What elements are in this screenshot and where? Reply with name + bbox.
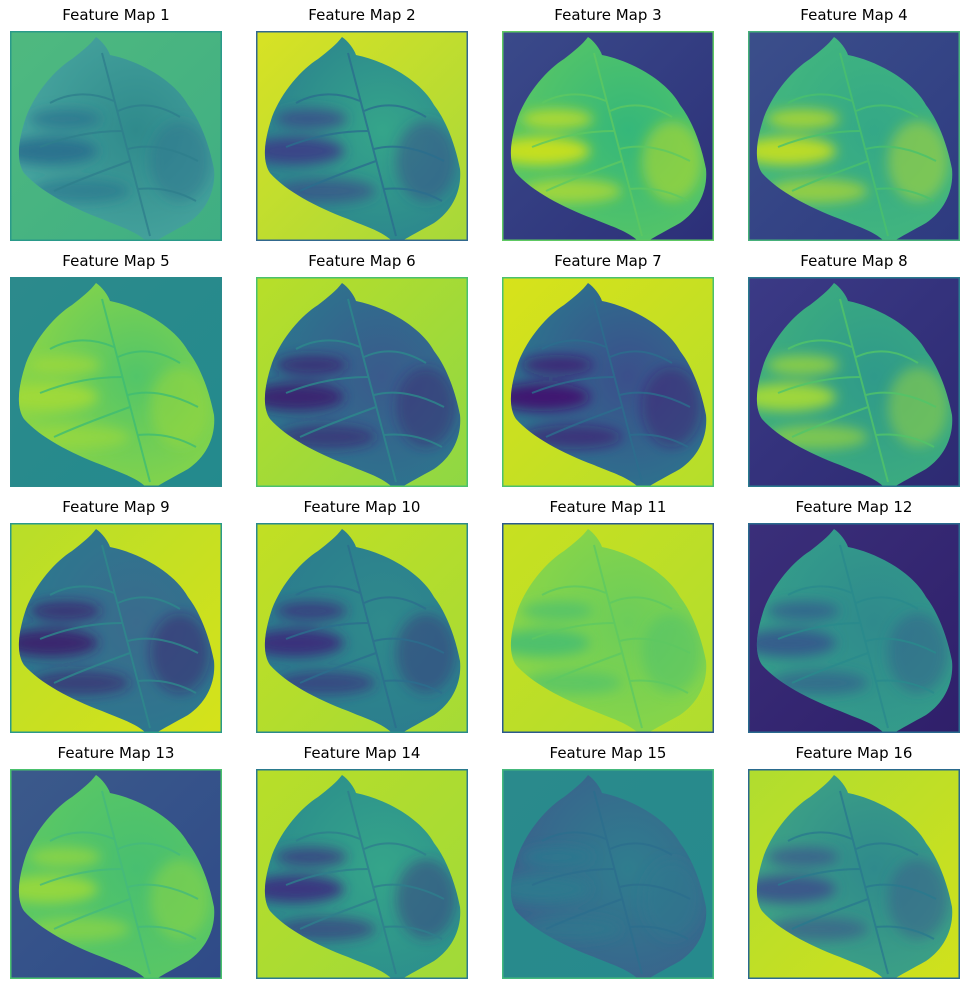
feature-map-image: [10, 523, 222, 733]
leaf-bands: [756, 109, 948, 203]
leaf-bands: [264, 355, 456, 449]
feature-map-border: [10, 31, 222, 241]
leaf-veins: [39, 790, 199, 975]
feature-map-panel: Feature Map 6: [256, 249, 468, 487]
feature-map-border: [256, 31, 468, 241]
feature-map-border: [502, 277, 714, 487]
feature-map-border: [10, 277, 222, 487]
leaf-bands: [264, 847, 456, 941]
feature-map-title: Feature Map 3: [554, 6, 662, 24]
leaf-veins: [39, 52, 199, 237]
feature-map-image: [256, 277, 468, 487]
leaf-bands: [264, 601, 456, 695]
feature-map-title: Feature Map 12: [795, 498, 913, 516]
leaf-bands: [18, 109, 210, 203]
feature-map-title: Feature Map 13: [57, 744, 175, 762]
leaf-veins: [285, 52, 445, 237]
leaf-veins: [531, 52, 691, 237]
feature-map-border: [748, 31, 960, 241]
leaf-veins: [777, 790, 937, 975]
feature-map-image: [502, 523, 714, 733]
feature-map-title: Feature Map 8: [800, 252, 908, 270]
leaf-veins: [39, 544, 199, 729]
feature-map-panel: Feature Map 7: [502, 249, 714, 487]
feature-map-image: [10, 277, 222, 487]
leaf-bands: [756, 355, 948, 449]
feature-map-title: Feature Map 7: [554, 252, 662, 270]
feature-map-title: Feature Map 6: [308, 252, 416, 270]
feature-map-border: [748, 523, 960, 733]
leaf-veins: [531, 544, 691, 729]
feature-map-border: [10, 769, 222, 979]
feature-map-image: [748, 277, 960, 487]
feature-map-panel: Feature Map 8: [748, 249, 960, 487]
leaf-veins: [777, 544, 937, 729]
leaf-veins: [285, 298, 445, 483]
feature-map-title: Feature Map 11: [549, 498, 667, 516]
feature-map-panel: Feature Map 14: [256, 741, 468, 979]
feature-map-title: Feature Map 9: [62, 498, 170, 516]
leaf-bands: [510, 847, 702, 941]
feature-map-panel: Feature Map 15: [502, 741, 714, 979]
leaf-bands: [756, 601, 948, 695]
leaf-bands: [510, 355, 702, 449]
feature-map-border: [748, 277, 960, 487]
feature-map-image: [10, 31, 222, 241]
feature-map-border: [256, 769, 468, 979]
leaf-veins: [777, 298, 937, 483]
leaf-veins: [285, 544, 445, 729]
feature-map-border: [256, 277, 468, 487]
feature-map-image: [748, 523, 960, 733]
feature-map-border: [502, 523, 714, 733]
feature-map-title: Feature Map 16: [795, 744, 913, 762]
leaf-veins: [531, 790, 691, 975]
feature-map-panel: Feature Map 11: [502, 495, 714, 733]
leaf-bands: [756, 847, 948, 941]
feature-map-panel: Feature Map 1: [10, 3, 222, 241]
feature-map-panel: Feature Map 2: [256, 3, 468, 241]
feature-map-panel: Feature Map 16: [748, 741, 960, 979]
feature-map-image: [748, 31, 960, 241]
feature-map-image: [10, 769, 222, 979]
feature-map-border: [748, 769, 960, 979]
feature-map-border: [502, 31, 714, 241]
feature-map-image: [256, 769, 468, 979]
leaf-veins: [531, 298, 691, 483]
feature-map-title: Feature Map 5: [62, 252, 170, 270]
leaf-bands: [18, 601, 210, 695]
leaf-veins: [39, 298, 199, 483]
leaf-bands: [18, 355, 210, 449]
feature-map-panel: Feature Map 10: [256, 495, 468, 733]
leaf-bands: [264, 109, 456, 203]
feature-map-image: [502, 31, 714, 241]
feature-map-panel: Feature Map 13: [10, 741, 222, 979]
feature-map-title: Feature Map 14: [303, 744, 421, 762]
feature-map-image: [256, 523, 468, 733]
leaf-bands: [18, 847, 210, 941]
feature-map-panel: Feature Map 4: [748, 3, 960, 241]
feature-map-image: [502, 277, 714, 487]
feature-map-title: Feature Map 15: [549, 744, 667, 762]
feature-map-panel: Feature Map 3: [502, 3, 714, 241]
leaf-bands: [510, 601, 702, 695]
feature-map-image: [502, 769, 714, 979]
feature-map-border: [256, 523, 468, 733]
feature-map-title: Feature Map 2: [308, 6, 416, 24]
feature-map-title: Feature Map 1: [62, 6, 170, 24]
feature-map-title: Feature Map 4: [800, 6, 908, 24]
leaf-veins: [777, 52, 937, 237]
leaf-veins: [285, 790, 445, 975]
feature-map-panel: Feature Map 12: [748, 495, 960, 733]
feature-map-image: [748, 769, 960, 979]
feature-map-border: [10, 523, 222, 733]
feature-map-panel: Feature Map 9: [10, 495, 222, 733]
feature-map-title: Feature Map 10: [303, 498, 421, 516]
feature-map-image: [256, 31, 468, 241]
feature-map-border: [502, 769, 714, 979]
feature-map-panel: Feature Map 5: [10, 249, 222, 487]
leaf-bands: [510, 109, 702, 203]
